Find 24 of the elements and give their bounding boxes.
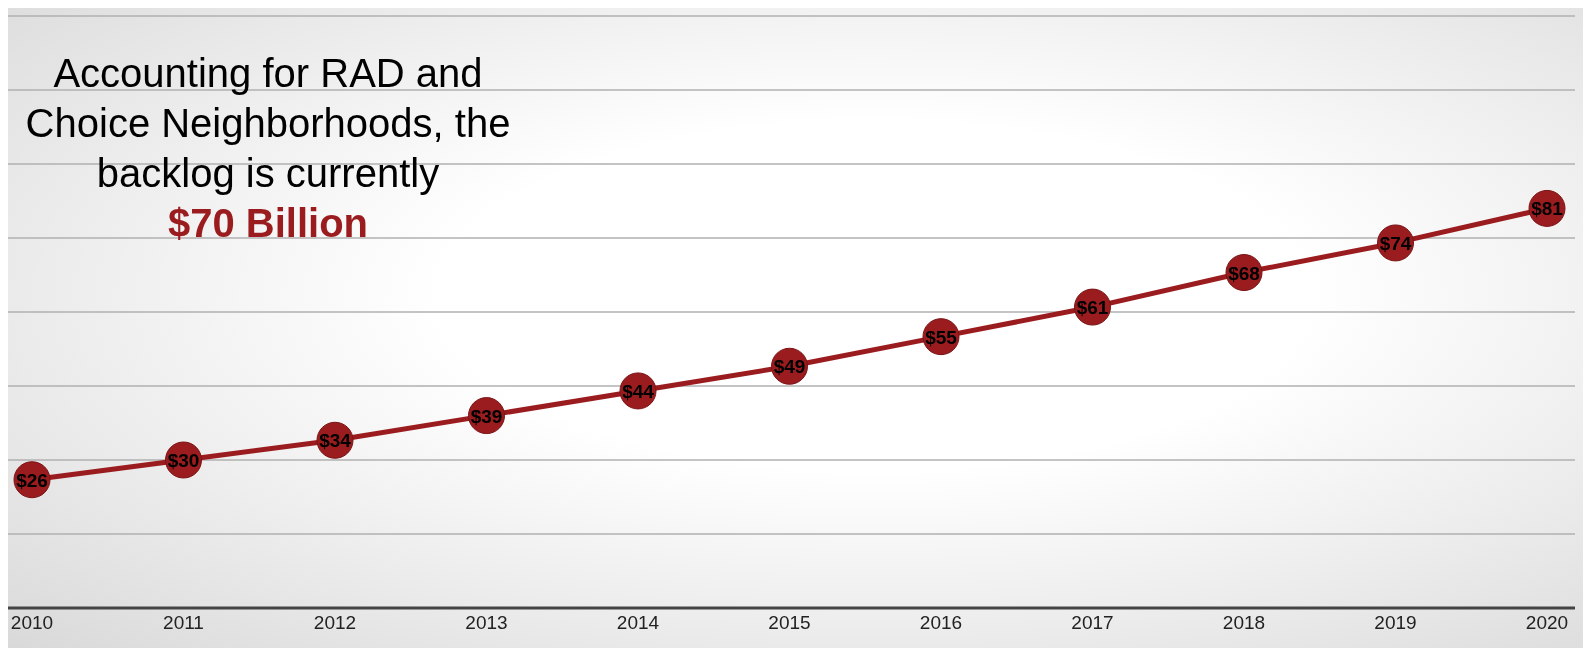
x-tick-label: 2020 xyxy=(1525,612,1569,634)
x-tick-label: 2018 xyxy=(1222,612,1266,634)
x-tick-label: 2015 xyxy=(768,612,811,634)
data-label: $68 xyxy=(1228,262,1260,284)
x-tick-label: 2017 xyxy=(1071,612,1114,634)
x-tick-label: 2010 xyxy=(10,612,54,634)
data-label: $26 xyxy=(16,469,48,491)
data-label: $81 xyxy=(1531,198,1564,220)
data-label: $34 xyxy=(319,430,352,452)
x-tick-label: 2016 xyxy=(919,612,963,634)
x-tick-label: 2012 xyxy=(313,612,357,634)
x-tick-label: 2019 xyxy=(1374,612,1417,634)
data-label: $61 xyxy=(1076,297,1109,319)
data-label: $30 xyxy=(167,450,200,471)
data-label: $44 xyxy=(622,380,655,402)
x-tick-label: 2014 xyxy=(616,612,660,634)
x-tick-label: 2011 xyxy=(163,612,204,634)
data-label: $74 xyxy=(1379,232,1412,254)
x-tick-label: 2013 xyxy=(465,612,508,634)
text: Accounting for RAD and Choice Neighborhoods, the backlog is currently xyxy=(24,50,512,197)
annotation: $70 Billion xyxy=(166,200,370,247)
data-label: $55 xyxy=(925,326,958,348)
data-label: $39 xyxy=(470,405,503,427)
data-label: $49 xyxy=(773,356,806,378)
